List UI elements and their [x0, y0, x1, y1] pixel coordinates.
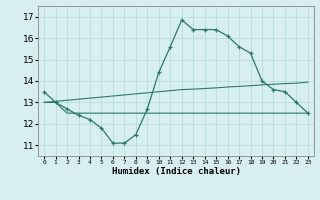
X-axis label: Humidex (Indice chaleur): Humidex (Indice chaleur) — [111, 167, 241, 176]
